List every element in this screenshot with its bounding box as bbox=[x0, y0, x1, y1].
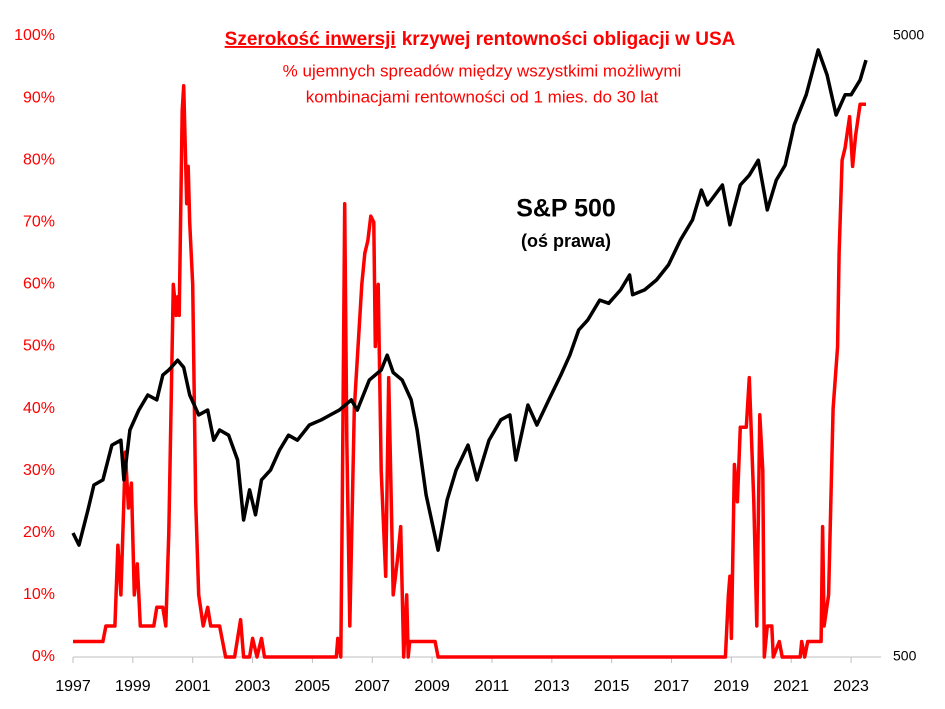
annotation: (oś prawa) bbox=[521, 231, 611, 251]
y-tick-label: 100% bbox=[14, 27, 55, 44]
x-tick-label: 2003 bbox=[235, 678, 271, 695]
y-tick-label: 50% bbox=[23, 338, 55, 355]
x-tick-label: 2005 bbox=[295, 678, 331, 695]
y-tick-label: 10% bbox=[23, 586, 55, 603]
x-tick-label: 2011 bbox=[475, 678, 510, 695]
x-tick-label: 2001 bbox=[175, 678, 211, 695]
y-tick-label: 70% bbox=[23, 214, 55, 231]
x-tick-label: 2021 bbox=[773, 678, 809, 695]
y2-tick-label: 500 bbox=[893, 648, 917, 664]
y-tick-label: 90% bbox=[23, 89, 55, 106]
chart-title: Szerokość inwersji krzywej rentowności ob… bbox=[225, 29, 736, 50]
subtitle: kombinacjami rentowności od 1 mies. do 3… bbox=[306, 87, 659, 106]
y-tick-label: 40% bbox=[23, 400, 55, 417]
series-line bbox=[71, 48, 868, 552]
x-tick-label: 2013 bbox=[534, 678, 570, 695]
subtitle: % ujemnych spreadów między wszystkimi mo… bbox=[283, 61, 682, 80]
x-tick-label: 2007 bbox=[354, 678, 390, 695]
y-tick-label: 80% bbox=[23, 151, 55, 168]
y2-tick-label: 5000 bbox=[893, 27, 924, 43]
y-tick-label: 60% bbox=[23, 276, 55, 293]
x-tick-label: 2017 bbox=[654, 678, 690, 695]
title-underlined: Szerokość inwersji bbox=[225, 29, 396, 50]
annotation: S&P 500 bbox=[516, 195, 616, 223]
title-rest: krzywej rentowności obligacji w USA bbox=[402, 29, 736, 50]
y-tick-label: 30% bbox=[23, 462, 55, 479]
x-tick-label: 2009 bbox=[414, 678, 450, 695]
y-tick-label: 20% bbox=[23, 524, 55, 541]
y-tick-label: 0% bbox=[32, 648, 55, 665]
x-tick-label: 2023 bbox=[833, 678, 869, 695]
x-tick-label: 2019 bbox=[714, 678, 750, 695]
series-line bbox=[73, 83, 866, 659]
x-tick-label: 1999 bbox=[115, 678, 151, 695]
x-tick-label: 2015 bbox=[594, 678, 630, 695]
x-tick-label: 1997 bbox=[55, 678, 91, 695]
